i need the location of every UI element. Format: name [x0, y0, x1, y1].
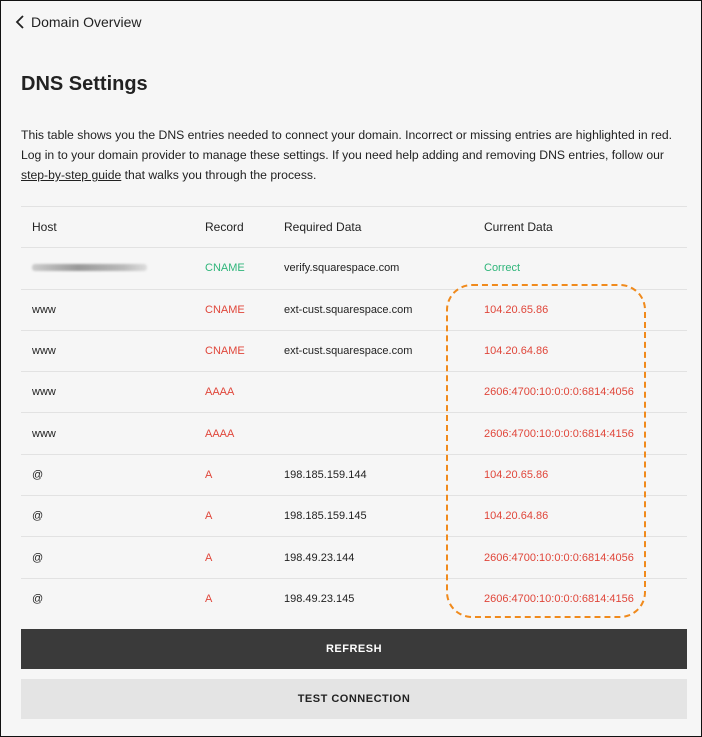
current-data-cell: Correct [484, 262, 521, 275]
record-cell: A [205, 592, 213, 605]
page-title: DNS Settings [21, 73, 148, 95]
host-cell [32, 262, 147, 274]
current-data-cell: 104.20.64.86 [484, 510, 549, 523]
table-row: @ A 198.185.159.144 104.20.65.86 [21, 453, 687, 495]
required-data-cell: ext-cust.squarespace.com [284, 345, 413, 358]
description-text-end: that walks you through the process. [121, 168, 317, 182]
record-cell: A [205, 551, 213, 564]
current-data-cell: 2606:4700:10:0:0:0:6814:4156 [484, 427, 634, 440]
host-cell: www [32, 345, 56, 358]
table-row: www AAAA 2606:4700:10:0:0:0:6814:4056 [21, 371, 687, 412]
record-cell: AAAA [205, 427, 235, 440]
header-host: Host [32, 220, 57, 235]
dns-table: Host Record Required Data Current Data C… [21, 206, 687, 619]
table-row: www AAAA 2606:4700:10:0:0:0:6814:4156 [21, 412, 687, 453]
chevron-left-icon [15, 15, 24, 29]
required-data-cell: 198.49.23.144 [284, 551, 355, 564]
table-row: www CNAME ext-cust.squarespace.com 104.20.6… [21, 329, 687, 371]
current-data-cell: 104.20.64.86 [484, 345, 549, 358]
current-data-cell: 104.20.65.86 [484, 303, 549, 316]
redacted-host [32, 264, 147, 272]
required-data-cell: ext-cust.squarespace.com [284, 303, 413, 316]
record-cell: CNAME [205, 262, 245, 275]
table-row: @ A 198.185.159.145 104.20.64.86 [21, 495, 687, 536]
host-cell: www [32, 386, 56, 399]
current-data-cell: 2606:4700:10:0:0:0:6814:4156 [484, 592, 634, 605]
description-text: This table shows you the DNS entries nee… [21, 128, 673, 162]
host-cell: @ [32, 592, 44, 605]
current-data-cell: 2606:4700:10:0:0:0:6814:4056 [484, 551, 634, 564]
table-row: www CNAME ext-cust.squarespace.com 104.20.6… [21, 288, 687, 330]
header-required-data: Required Data [284, 220, 362, 235]
table-row: @ A 198.49.23.144 2606:4700:10:0:0:0:6814:4… [21, 536, 687, 577]
table-row: CNAME verify.squarespace.com Correct [21, 247, 687, 288]
required-data-cell: 198.185.159.144 [284, 468, 367, 481]
header-record: Record [205, 220, 244, 235]
table-row: @ A 198.49.23.145 2606:4700:10:0:0:0:6814:4… [21, 577, 687, 619]
host-cell: @ [32, 551, 44, 564]
record-cell: A [205, 468, 213, 481]
current-data-cell: 104.20.65.86 [484, 468, 549, 481]
required-data-cell: 198.185.159.145 [284, 510, 367, 523]
record-cell: A [205, 510, 213, 523]
host-cell: www [32, 303, 56, 316]
record-cell: AAAA [205, 386, 235, 399]
back-to-domain-overview-link[interactable]: Domain Overview [15, 14, 141, 30]
header-current-data: Current Data [484, 220, 553, 235]
test-connection-button[interactable]: TEST CONNECTION [21, 679, 687, 719]
table-header: Host Record Required Data Current Data [21, 206, 687, 247]
current-data-cell: 2606:4700:10:0:0:0:6814:4056 [484, 386, 634, 399]
required-data-cell: 198.49.23.145 [284, 592, 355, 605]
record-cell: CNAME [205, 303, 245, 316]
host-cell: www [32, 427, 56, 440]
page-description: This table shows you the DNS entries nee… [21, 125, 686, 185]
record-cell: CNAME [205, 345, 245, 358]
host-cell: @ [32, 468, 44, 481]
back-label: Domain Overview [31, 14, 142, 30]
host-cell: @ [32, 510, 44, 523]
step-by-step-guide-link[interactable]: step-by-step guide [21, 168, 122, 182]
required-data-cell: verify.squarespace.com [284, 262, 400, 275]
refresh-button[interactable]: REFRESH [21, 629, 687, 669]
